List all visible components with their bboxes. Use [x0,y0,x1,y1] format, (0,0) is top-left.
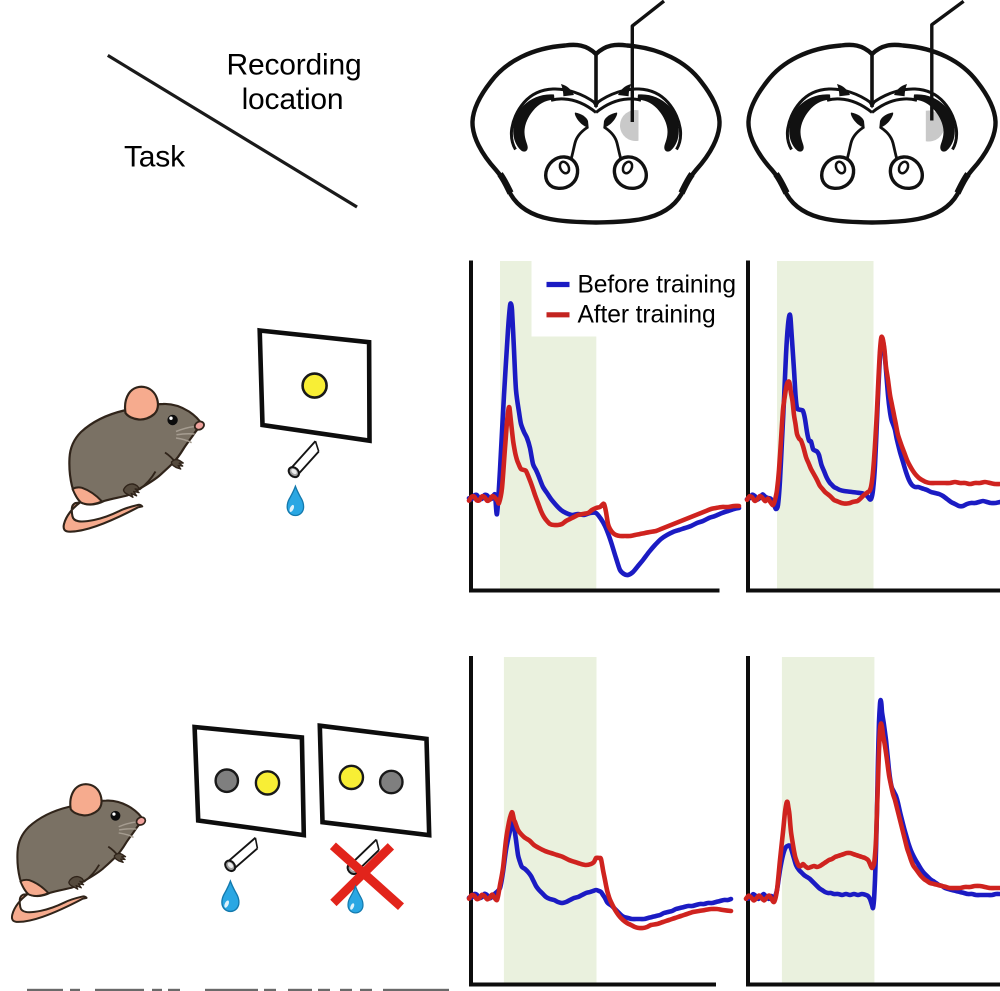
svg-text:Task: Task [124,140,186,173]
svg-text:location: location [242,83,344,116]
svg-text:After training: After training [578,302,716,329]
svg-text:Before training: Before training [578,272,736,299]
svg-text:Recording: Recording [227,49,362,82]
